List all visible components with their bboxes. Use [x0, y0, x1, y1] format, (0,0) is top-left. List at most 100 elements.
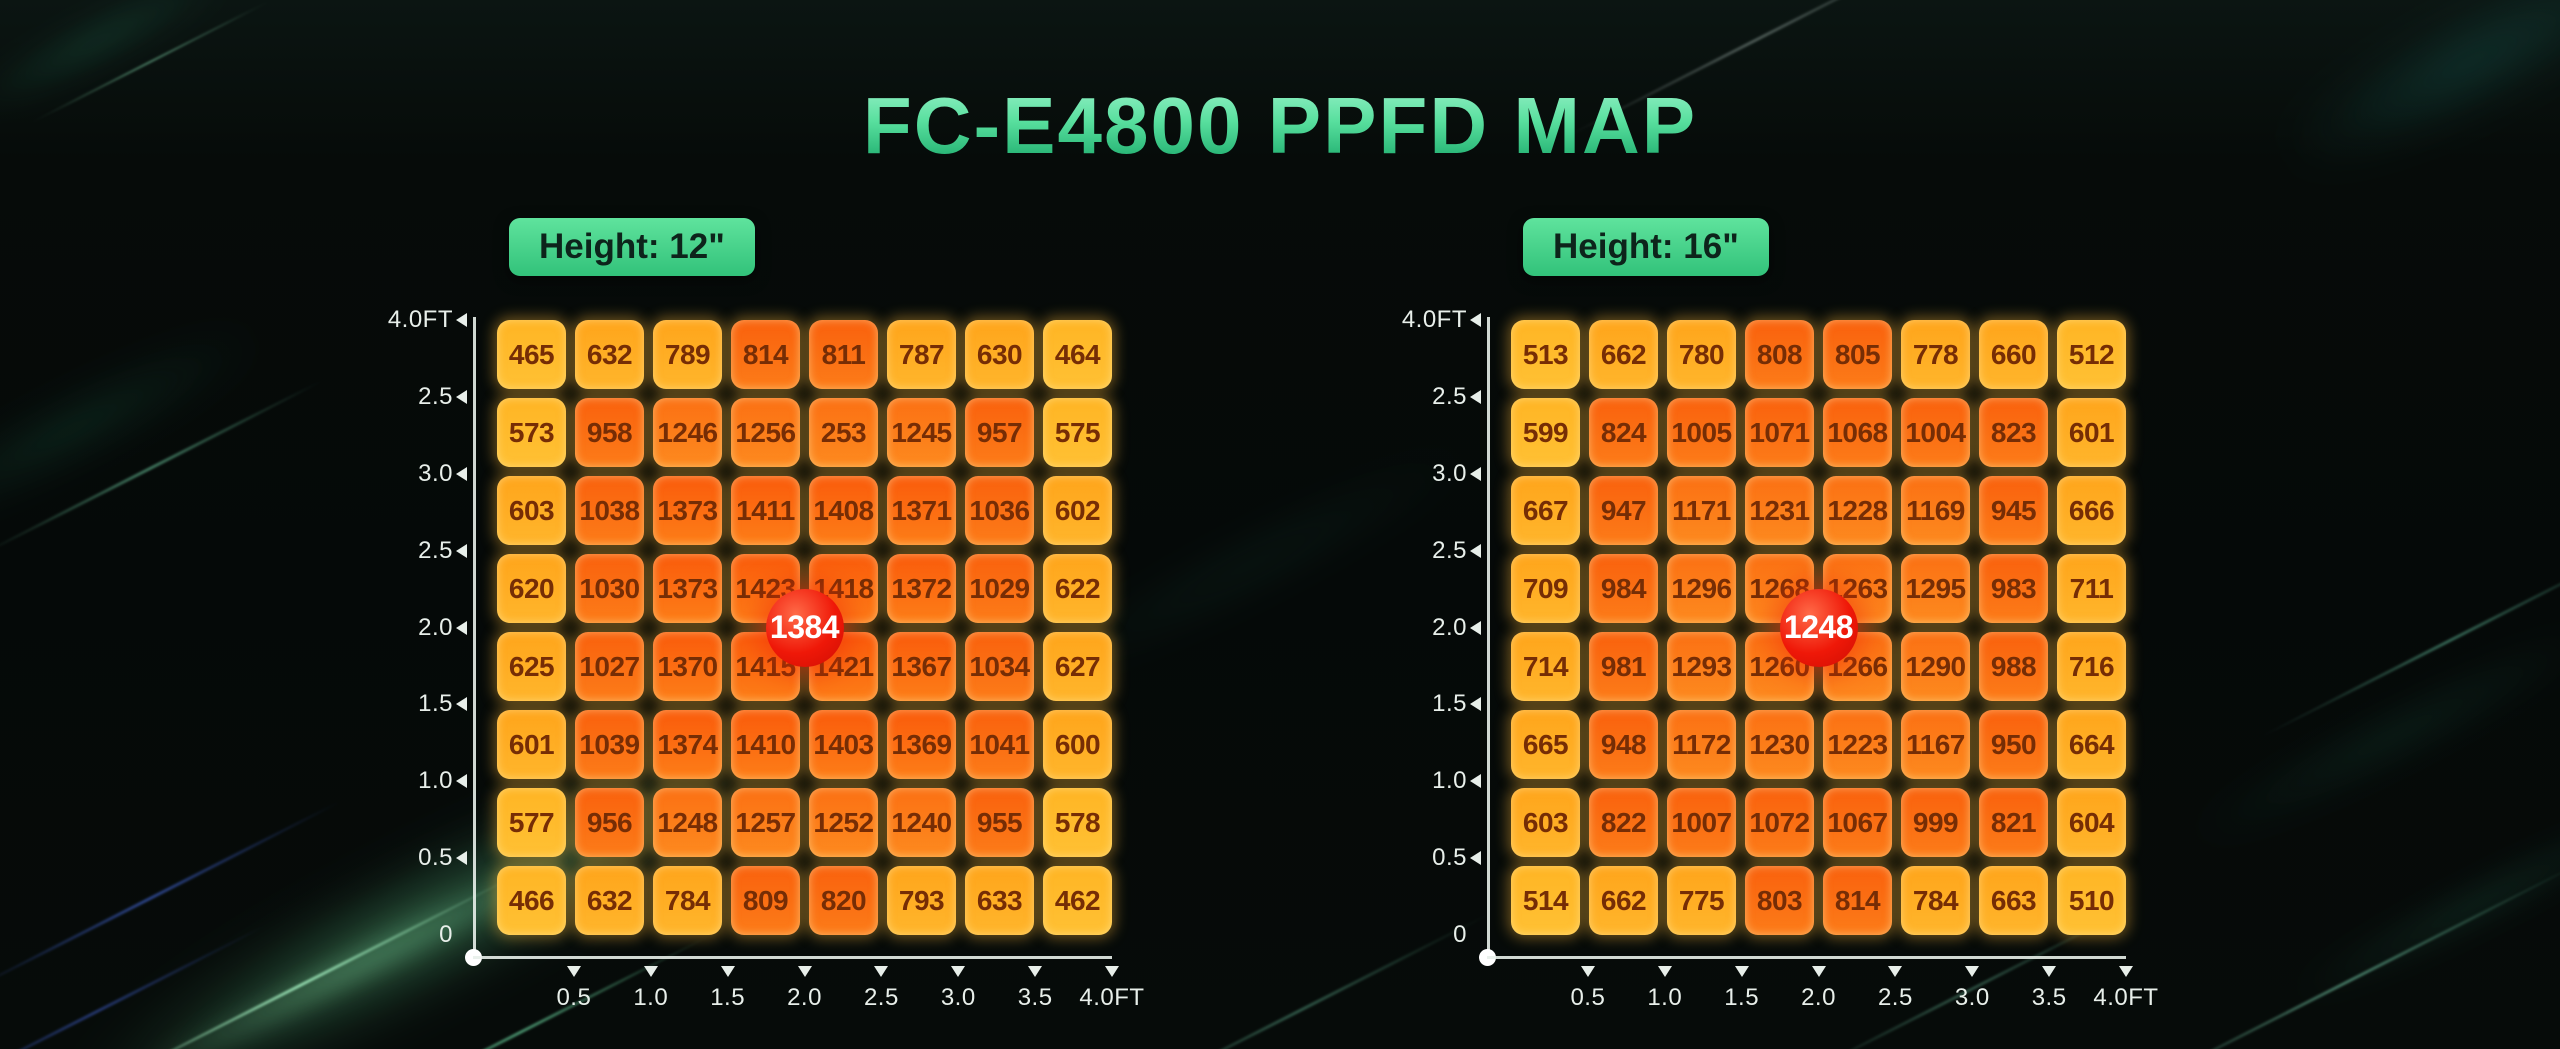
page-title: FC-E4800 PPFD MAP	[0, 80, 2560, 172]
height-badge-16: Height: 16"	[1523, 218, 1769, 276]
y-axis-tick	[456, 466, 467, 481]
ppfd-cell: 1005	[1667, 398, 1736, 467]
ppfd-cell: 1007	[1667, 788, 1736, 857]
ppfd-cell: 600	[1043, 710, 1112, 779]
ppfd-cell: 1071	[1745, 398, 1814, 467]
ppfd-cell: 466	[497, 866, 566, 935]
ppfd-value: 665	[1522, 728, 1569, 760]
ppfd-cell: 824	[1589, 398, 1658, 467]
ppfd-cell: 1172	[1667, 710, 1736, 779]
ppfd-value: 1034	[969, 650, 1030, 682]
ppfd-value: 787	[898, 338, 945, 370]
background-streak	[2280, 789, 2560, 1015]
ppfd-cell: 814	[1823, 866, 1892, 935]
background-streak	[2108, 856, 2560, 1049]
ppfd-value: 662	[1600, 884, 1647, 916]
x-axis-label: 3.0	[940, 984, 976, 1011]
x-axis-label: 2.0	[787, 984, 822, 1011]
x-axis-label: 2.5	[1877, 984, 1913, 1011]
ppfd-value: 622	[1054, 572, 1101, 604]
ppfd-value: 1293	[1671, 650, 1732, 682]
ppfd-value: 984	[1600, 572, 1647, 604]
ppfd-cell: 984	[1589, 554, 1658, 623]
ppfd-cell: 603	[497, 476, 566, 545]
ppfd-cell: 604	[2057, 788, 2126, 857]
ppfd-value: 603	[1522, 806, 1569, 838]
ppfd-value: 664	[2068, 728, 2115, 760]
ppfd-value: 1071	[1749, 416, 1810, 448]
x-axis-tick	[1028, 966, 1043, 977]
ppfd-value: 514	[1522, 884, 1569, 916]
y-axis-tick	[1470, 466, 1481, 481]
ppfd-cell: 945	[1979, 476, 2048, 545]
ppfd-cell: 1290	[1901, 632, 1970, 701]
ppfd-value: 956	[586, 806, 633, 838]
ppfd-cell: 947	[1589, 476, 1658, 545]
ppfd-cell: 709	[1511, 554, 1580, 623]
ppfd-cell: 1373	[653, 476, 722, 545]
x-axis-tick	[1811, 966, 1826, 977]
center-ppfd-badge: 1248	[1779, 588, 1858, 667]
ppfd-value: 1167	[1906, 728, 1965, 760]
x-axis-tick	[1888, 966, 1903, 977]
ppfd-cell: 601	[2057, 398, 2126, 467]
ppfd-value: 1245	[891, 416, 952, 448]
ppfd-value: 600	[1054, 728, 1101, 760]
ppfd-cell: 1372	[887, 554, 956, 623]
ppfd-cell: 948	[1589, 710, 1658, 779]
ppfd-map-height-16: Height: 16" 513 662 780 808 805 778 660 512 599 8…	[1402, 218, 2158, 1011]
ppfd-cell: 514	[1511, 866, 1580, 935]
ppfd-value: 1007	[1671, 806, 1732, 838]
ppfd-cell: 573	[497, 398, 566, 467]
ppfd-cell: 575	[1043, 398, 1112, 467]
ppfd-cell: 811	[809, 320, 878, 389]
ppfd-value: 1223	[1827, 728, 1888, 760]
ppfd-cell: 950	[1979, 710, 2048, 779]
ppfd-cell: 1228	[1823, 476, 1892, 545]
y-axis-label: 4.0FT	[1401, 306, 1467, 333]
ppfd-cell: 1421	[809, 632, 878, 701]
ppfd-value: 599	[1522, 416, 1569, 448]
ppfd-value: 1371	[891, 494, 952, 526]
background-streak	[2257, 541, 2560, 739]
ppfd-value: 1030	[579, 572, 640, 604]
x-axis-label: 3.0	[1954, 984, 1990, 1011]
ppfd-cell: 958	[575, 398, 644, 467]
ppfd-cell: 1231	[1745, 476, 1814, 545]
ppfd-cell: 1038	[575, 476, 644, 545]
ppfd-value: 1290	[1905, 650, 1966, 682]
ppfd-value: 716	[2068, 650, 2115, 682]
y-axis-label: 2.5	[1432, 536, 1467, 564]
ppfd-cell: 662	[1589, 320, 1658, 389]
ppfd-cell: 1367	[887, 632, 956, 701]
height-badge-12: Height: 12"	[509, 218, 755, 276]
y-axis-label: 2.5	[418, 536, 453, 564]
ppfd-cell: 822	[1589, 788, 1658, 857]
ppfd-value: 1068	[1827, 416, 1888, 448]
ppfd-cell: 1408	[809, 476, 878, 545]
y-axis-label: 3.0	[1432, 459, 1467, 487]
ppfd-value: 602	[1054, 494, 1101, 526]
ppfd-cell: 1027	[575, 632, 644, 701]
ppfd-map-height-12: Height: 12" 465 632 789 814 811 787 630 464 573 9…	[388, 218, 1144, 1011]
ppfd-cell: 1029	[965, 554, 1034, 623]
ppfd-value: 575	[1054, 416, 1101, 448]
ppfd-cell: 1030	[575, 554, 644, 623]
x-axis-tick	[797, 966, 812, 977]
ppfd-cell: 601	[497, 710, 566, 779]
ppfd-value: 1252	[813, 806, 874, 838]
ppfd-value: 814	[1834, 884, 1881, 916]
y-axis-label: 0	[439, 921, 453, 948]
ppfd-cell: 1295	[1901, 554, 1970, 623]
ppfd-value: 1029	[969, 572, 1030, 604]
x-axis-tick	[1580, 966, 1595, 977]
ppfd-cell: 1067	[1823, 788, 1892, 857]
ppfd-cell: 627	[1043, 632, 1112, 701]
ppfd-value: 823	[1990, 416, 2037, 448]
ppfd-value: 253	[820, 416, 867, 448]
ppfd-cell: 803	[1745, 866, 1814, 935]
ppfd-cell: 787	[887, 320, 956, 389]
y-axis-label: 1.0	[1432, 767, 1467, 795]
x-axis-label: 1.5	[1724, 984, 1760, 1011]
ppfd-cell: 1373	[653, 554, 722, 623]
